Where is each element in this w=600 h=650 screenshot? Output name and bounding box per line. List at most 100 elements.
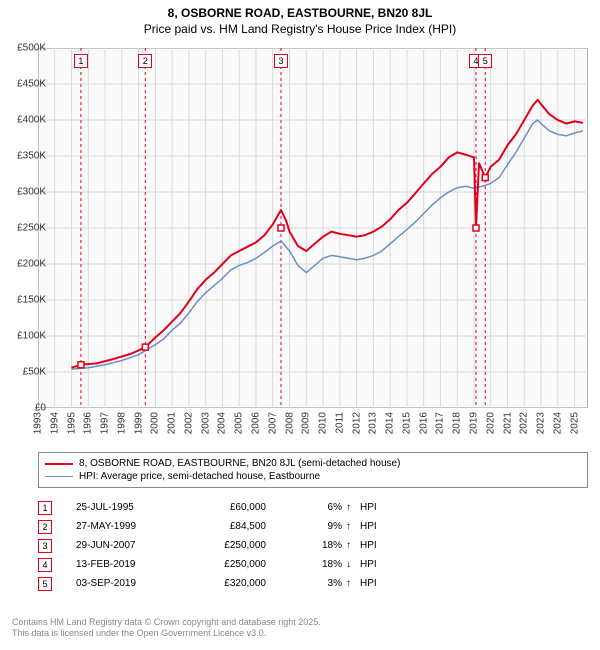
legend-label: 8, OSBORNE ROAD, EASTBOURNE, BN20 8JL (s…	[79, 458, 400, 469]
x-tick-label: 2021	[502, 412, 513, 434]
x-tick-label: 2020	[485, 412, 496, 434]
footer-line2: This data is licensed under the Open Gov…	[12, 628, 321, 640]
x-tick-label: 1995	[66, 412, 77, 434]
y-tick-label: £400K	[6, 115, 46, 126]
transaction-row: 5 03-SEP-2019£320,0003%↑HPI	[38, 574, 588, 593]
transaction-hpi-label: HPI	[360, 559, 390, 570]
footer-line1: Contains HM Land Registry data © Crown c…	[12, 617, 321, 629]
transaction-marker-2: 2	[138, 54, 152, 68]
y-tick-label: £450K	[6, 79, 46, 90]
x-tick-label: 2004	[217, 412, 228, 434]
x-tick-label: 1996	[83, 412, 94, 434]
sale-point	[473, 225, 479, 231]
plot-svg	[38, 48, 588, 408]
transaction-date: 13-FEB-2019	[76, 559, 206, 570]
y-tick-label: £350K	[6, 151, 46, 162]
legend-swatch	[45, 476, 73, 477]
transaction-marker-1: 1	[74, 54, 88, 68]
y-tick-label: £300K	[6, 187, 46, 198]
chart-area: 12345	[38, 48, 588, 408]
transaction-date: 27-MAY-1999	[76, 521, 206, 532]
x-tick-label: 2019	[468, 412, 479, 434]
y-tick-label: £500K	[6, 43, 46, 54]
y-tick-label: £50K	[6, 367, 46, 378]
transaction-hpi-label: HPI	[360, 578, 390, 589]
transaction-date: 29-JUN-2007	[76, 540, 206, 551]
title-line1: 8, OSBORNE ROAD, EASTBOURNE, BN20 8JL	[0, 6, 600, 20]
legend-label: HPI: Average price, semi-detached house,…	[79, 471, 320, 482]
x-tick-label: 2016	[418, 412, 429, 434]
y-tick-label: £250K	[6, 223, 46, 234]
transaction-marker-3: 3	[274, 54, 288, 68]
x-tick-label: 2009	[301, 412, 312, 434]
x-tick-label: 2022	[519, 412, 530, 434]
sale-point	[78, 362, 84, 368]
y-tick-label: £150K	[6, 295, 46, 306]
transaction-hpi-label: HPI	[360, 502, 390, 513]
transaction-price: £250,000	[206, 540, 306, 551]
transaction-price: £84,500	[206, 521, 306, 532]
legend-item: 8, OSBORNE ROAD, EASTBOURNE, BN20 8JL (s…	[45, 457, 581, 470]
transaction-marker-box: 5	[38, 577, 52, 591]
transaction-date: 25-JUL-1995	[76, 502, 206, 513]
transaction-marker-box: 1	[38, 501, 52, 515]
transaction-pct: 18%	[306, 540, 346, 551]
x-tick-label: 2003	[200, 412, 211, 434]
x-tick-label: 2013	[368, 412, 379, 434]
y-tick-label: £100K	[6, 331, 46, 342]
transaction-marker-box: 2	[38, 520, 52, 534]
series-hpi	[72, 120, 584, 369]
sale-point	[278, 225, 284, 231]
x-tick-label: 1994	[49, 412, 60, 434]
transaction-row: 413-FEB-2019£250,00018%↓HPI	[38, 555, 588, 574]
x-tick-label: 2014	[385, 412, 396, 434]
transaction-hpi-label: HPI	[360, 521, 390, 532]
transaction-date: 03-SEP-2019	[76, 578, 206, 589]
transaction-arrow-icon: ↑	[346, 521, 360, 532]
x-tick-label: 2018	[452, 412, 463, 434]
x-tick-label: 2001	[167, 412, 178, 434]
x-tick-label: 2006	[250, 412, 261, 434]
x-tick-label: 2005	[234, 412, 245, 434]
x-tick-label: 2007	[267, 412, 278, 434]
legend-swatch	[45, 463, 73, 465]
transaction-pct: 3%	[306, 578, 346, 589]
transaction-arrow-icon: ↑	[346, 540, 360, 551]
x-tick-label: 1993	[33, 412, 44, 434]
x-tick-label: 2023	[536, 412, 547, 434]
series-property	[72, 100, 584, 368]
x-tick-label: 2011	[334, 412, 345, 434]
transaction-hpi-label: HPI	[360, 540, 390, 551]
chart-title-block: 8, OSBORNE ROAD, EASTBOURNE, BN20 8JL Pr…	[0, 0, 600, 36]
transaction-pct: 9%	[306, 521, 346, 532]
x-tick-label: 2000	[150, 412, 161, 434]
transaction-pct: 6%	[306, 502, 346, 513]
transaction-pct: 18%	[306, 559, 346, 570]
transaction-row: 2 27-MAY-1999£84,5009%↑HPI	[38, 517, 588, 536]
x-tick-label: 2015	[401, 412, 412, 434]
y-tick-label: £200K	[6, 259, 46, 270]
x-tick-label: 1999	[133, 412, 144, 434]
transaction-marker-box: 3	[38, 539, 52, 553]
transaction-arrow-icon: ↑	[346, 502, 360, 513]
x-tick-label: 2010	[318, 412, 329, 434]
legend: 8, OSBORNE ROAD, EASTBOURNE, BN20 8JL (s…	[38, 452, 588, 488]
transaction-row: 3 29-JUN-2007£250,00018%↑HPI	[38, 536, 588, 555]
x-tick-label: 2008	[284, 412, 295, 434]
x-tick-label: 2025	[569, 412, 580, 434]
transaction-arrow-icon: ↓	[346, 559, 360, 570]
x-tick-label: 2017	[435, 412, 446, 434]
transactions-table: 125-JUL-1995£60,0006%↑HPI227-MAY-1999£84…	[38, 498, 588, 593]
title-line2: Price paid vs. HM Land Registry's House …	[0, 22, 600, 36]
x-tick-label: 1997	[100, 412, 111, 434]
x-tick-label: 2012	[351, 412, 362, 434]
transaction-marker-box: 4	[38, 558, 52, 572]
transaction-price: £320,000	[206, 578, 306, 589]
x-tick-label: 2024	[552, 412, 563, 434]
transaction-row: 1 25-JUL-1995£60,0006%↑HPI	[38, 498, 588, 517]
x-tick-label: 2002	[183, 412, 194, 434]
transaction-price: £60,000	[206, 502, 306, 513]
sale-point	[142, 344, 148, 350]
transaction-arrow-icon: ↑	[346, 578, 360, 589]
transaction-marker-5: 5	[478, 54, 492, 68]
